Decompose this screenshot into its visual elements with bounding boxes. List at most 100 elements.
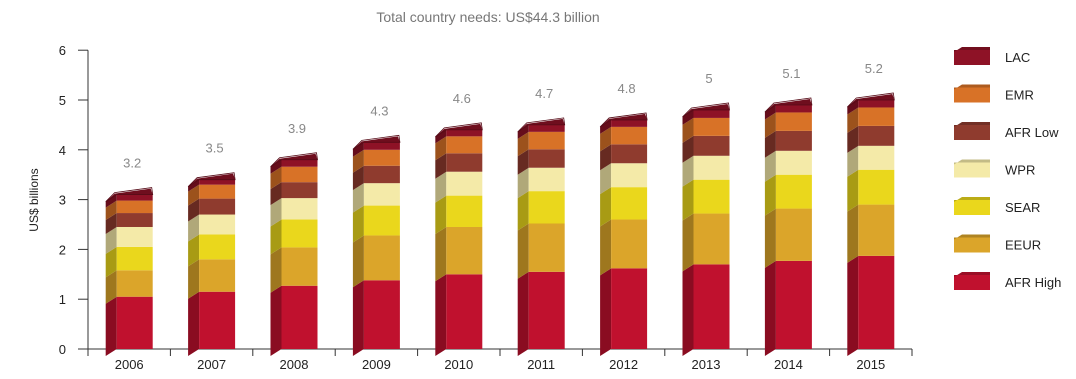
bar-segment (775, 150, 812, 175)
bar-segment-side (188, 291, 200, 356)
total-labels: 3.2 3.5 3.9 4.3 4.6 4.7 4.8 5 5.1 5.2 (123, 61, 883, 171)
legend-swatch-top (954, 234, 990, 240)
bar-segment-side (188, 184, 200, 206)
legend-swatch (954, 162, 990, 178)
bar-top (352, 136, 400, 150)
bar-segment-side (188, 234, 200, 267)
bar-segment (281, 285, 318, 349)
bar-segment-side (352, 149, 364, 173)
legend-swatch-top (954, 47, 990, 52)
bar-segment-side (517, 167, 529, 199)
bar-segment-side (682, 264, 694, 356)
bar-segment (528, 223, 565, 272)
bar-segment-side (105, 226, 117, 254)
bar-total-label: 4.7 (535, 86, 553, 101)
bar-segment-side (105, 246, 117, 278)
bar-stack-2013 (682, 102, 730, 356)
bar-segment (199, 179, 236, 185)
legend-swatch-top (954, 122, 990, 127)
bar-segment-side (600, 187, 612, 227)
bar-segment-side (352, 165, 364, 191)
bar-segment-side (764, 260, 776, 356)
bar-segment (363, 183, 400, 206)
bar-segment (199, 234, 236, 260)
bar-segment-side (764, 112, 776, 138)
bar-segment-side (600, 144, 612, 171)
bar-segment (446, 129, 483, 137)
bar-segment (363, 165, 400, 184)
bar-segment (611, 219, 648, 269)
bar-stack-2006 (105, 187, 154, 356)
y-tick-label: 1 (59, 292, 66, 307)
legend-label: AFR Low (1005, 125, 1059, 140)
bar-segment (363, 205, 400, 236)
bar-segment-side (682, 179, 694, 221)
bar-segment-side (600, 219, 612, 276)
bar-stack-2012 (599, 112, 648, 356)
bar-segment-side (682, 135, 694, 163)
y-tick-label: 5 (59, 93, 66, 108)
bar-segment (199, 214, 236, 235)
bar-top (435, 123, 483, 137)
x-tick-label: 2008 (280, 357, 309, 372)
bar-stack-2007 (187, 172, 236, 356)
bar-total-label: 5 (705, 71, 712, 86)
bar-segment (858, 125, 895, 146)
bar-segment-side (847, 100, 859, 115)
bar-segment (693, 155, 730, 180)
bar-top (188, 173, 236, 187)
bar-segment (116, 246, 153, 271)
bar-segment-side (105, 194, 117, 208)
bar-stack-2011 (517, 117, 566, 356)
bar-segment-side (435, 171, 447, 203)
bar-segment-side (105, 296, 117, 356)
bar-segment (611, 187, 648, 220)
bar-segment-side (352, 235, 364, 288)
bar-segment (116, 213, 153, 227)
bar-segment-side (847, 125, 859, 153)
x-tick-label: 2014 (774, 357, 803, 372)
bar-segment-side (352, 280, 364, 356)
bar-segment (611, 119, 648, 127)
x-tick-label: 2013 (692, 357, 721, 372)
bar-segment-side (764, 150, 776, 182)
bar-segment-side (270, 219, 282, 255)
bar-segment (116, 200, 153, 214)
legend-label: EMR (1005, 88, 1034, 103)
bar-segment (528, 191, 565, 224)
x-tick-label: 2012 (609, 357, 638, 372)
bar-segment (199, 198, 236, 215)
bar-segment (116, 194, 153, 201)
bar-segment-side (517, 191, 529, 231)
bar-segment (693, 135, 730, 156)
bar-segment (446, 195, 483, 227)
bar-segment-side (600, 126, 612, 152)
bar-segment-side (270, 182, 282, 206)
bar-segment-side (352, 205, 364, 243)
bar-total-label: 4.3 (370, 103, 388, 118)
bar-segment-side (517, 149, 529, 175)
bar-segment-side (270, 198, 282, 227)
bar-top-edge (517, 117, 566, 133)
bar-segment (775, 260, 812, 349)
bar-segment (775, 208, 812, 261)
bar-segment-side (517, 131, 529, 157)
bar-top-edge (682, 102, 730, 118)
bar-segment (199, 291, 236, 349)
bar-total-label: 3.9 (288, 121, 306, 136)
bar-segment (775, 174, 812, 209)
bar-segment (199, 259, 236, 292)
bar-segment (858, 100, 895, 108)
bar-segment-side (188, 214, 200, 242)
bar-top-edge (270, 152, 318, 168)
bar-segment (446, 274, 483, 349)
bar-total-label: 3.5 (206, 141, 224, 156)
axes: 0 1 2 3 4 5 6 2006 2007 2008 2009 2010 2011 2012 2013 2… (59, 43, 913, 372)
bar-segment (528, 131, 565, 150)
bar-segment-side (105, 213, 117, 234)
bar-segment-side (600, 119, 612, 134)
bar-top (764, 98, 812, 112)
bar-stack-2009 (352, 134, 401, 356)
bar-top (105, 188, 153, 202)
bar-segment-side (435, 129, 447, 144)
